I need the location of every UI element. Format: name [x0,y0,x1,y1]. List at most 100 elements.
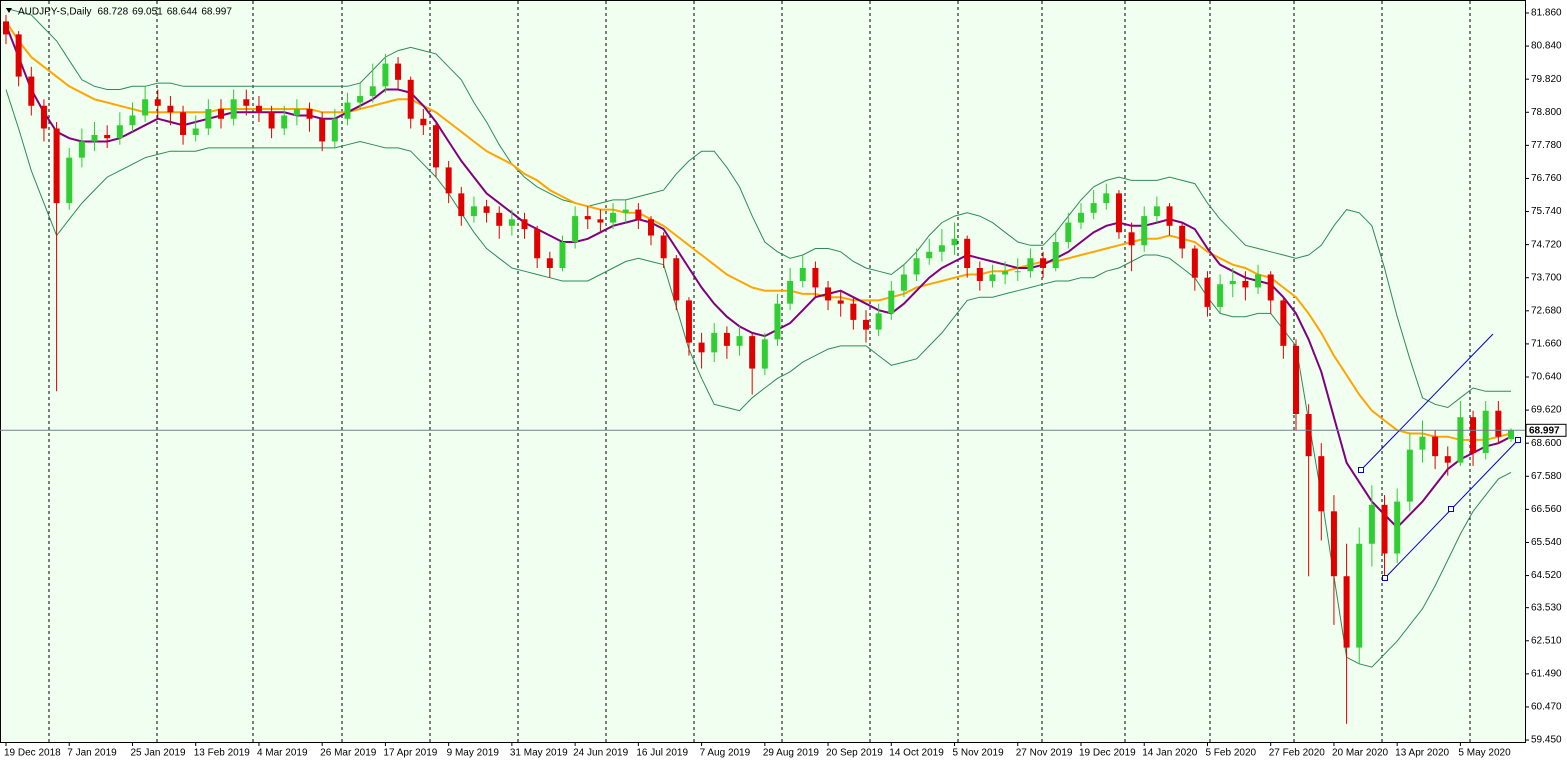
candle-body [1014,271,1021,273]
indicator-line [5,7,1511,409]
x-tick-label: 16 Jul 2019 [636,748,688,759]
channel-handle [1358,467,1364,473]
candle-body [306,109,313,119]
x-tick-label: 27 Feb 2020 [1269,748,1326,759]
candle-body [546,258,553,268]
y-tick-label: 64.520 [1531,570,1562,581]
candle-body [1356,543,1363,648]
candle-body [1305,413,1312,457]
candle-body [1229,280,1236,285]
candle-body [1090,203,1097,213]
x-tick-label: 17 Apr 2019 [383,748,437,759]
candle-body [1217,284,1224,307]
y-tick-label: 60.470 [1531,702,1562,713]
x-tick-label: 4 Mar 2019 [257,748,308,759]
candle-body [774,303,781,340]
candle-body [610,212,617,223]
candle-body [395,63,402,80]
candle-body [1166,206,1173,226]
candle-body [1267,274,1274,301]
candle-body [1508,430,1514,440]
candle-body [180,112,187,135]
chart-title: AUDJPY-S,Daily [18,7,92,18]
candle-body [407,79,414,119]
candle-body [15,34,22,77]
x-tick-label: 5 May 2020 [1458,748,1511,759]
candle-body [1495,410,1502,437]
candle-body [1065,222,1072,243]
y-tick-label: 70.640 [1531,372,1562,383]
candle-body [382,63,389,87]
x-tick-label: 13 Feb 2019 [194,748,251,759]
y-tick-label: 69.620 [1531,405,1562,416]
candle-body [319,118,326,142]
candle-body [1255,274,1262,288]
channel-handle [1448,506,1454,512]
x-tick-label: 14 Oct 2019 [889,748,944,759]
candle-body [597,219,604,223]
header-value: 68.728 [98,7,129,18]
y-tick-label: 78.800 [1531,107,1562,118]
candle-body [1027,258,1034,272]
header: AUDJPY-S,Daily 68.728 69.051 68.644 68.997 [6,7,232,18]
candle-body [926,251,933,259]
collapse-arrow [6,8,12,13]
y-tick-label: 74.720 [1531,239,1562,250]
candle-body [154,99,161,106]
candle-body [1330,511,1337,577]
y-tick-label: 77.780 [1531,140,1562,151]
candle-body [951,238,958,246]
candle-body [1280,300,1287,346]
y-tick-label: 66.560 [1531,504,1562,515]
candle-body [1204,277,1211,307]
candle-body [913,258,920,275]
candle-body [850,303,857,320]
candle-body [534,229,541,259]
candle-body [218,109,224,119]
candle-body [293,109,300,116]
candle-body [344,102,351,119]
candle-body [989,274,996,281]
candle-body [369,86,376,97]
candle-body [331,118,338,142]
x-tick-label: 9 May 2019 [447,748,500,759]
candle-body [129,115,136,126]
candle-body [723,332,730,346]
y-tick-label: 68.600 [1531,438,1562,449]
candle-body [635,209,642,220]
price-label-box [1525,423,1567,437]
candle-body [698,342,705,353]
candle-body [685,300,692,343]
candle-body [433,125,439,168]
candle-body [622,209,629,213]
candle-body [787,280,794,304]
candle-body [1368,504,1375,544]
header-value: 68.644 [167,7,198,18]
candle-body [1470,417,1477,453]
candle-body [445,167,452,194]
candle-body [1242,280,1249,288]
x-tick-label: 7 Jan 2019 [67,748,117,759]
candle-body [255,105,262,113]
candle-body [1293,345,1299,414]
x-tick-label: 7 Aug 2019 [700,748,751,759]
candle-body [1141,216,1148,246]
candle-body [1318,456,1325,512]
candle-body [863,319,869,330]
candle-body [736,336,743,346]
candle-body [648,219,654,236]
candle-body [66,157,73,204]
candle-body [192,128,199,135]
y-tick-label: 73.700 [1531,272,1562,283]
candle-body [1002,271,1009,275]
channel-handle [1515,437,1521,443]
y-tick-label: 62.510 [1531,635,1562,646]
candle-body [875,313,882,330]
candle-body [584,216,591,220]
candle-body [938,245,945,252]
candle-body [458,193,465,217]
candle-body [91,134,98,142]
candle-body [1406,449,1413,502]
